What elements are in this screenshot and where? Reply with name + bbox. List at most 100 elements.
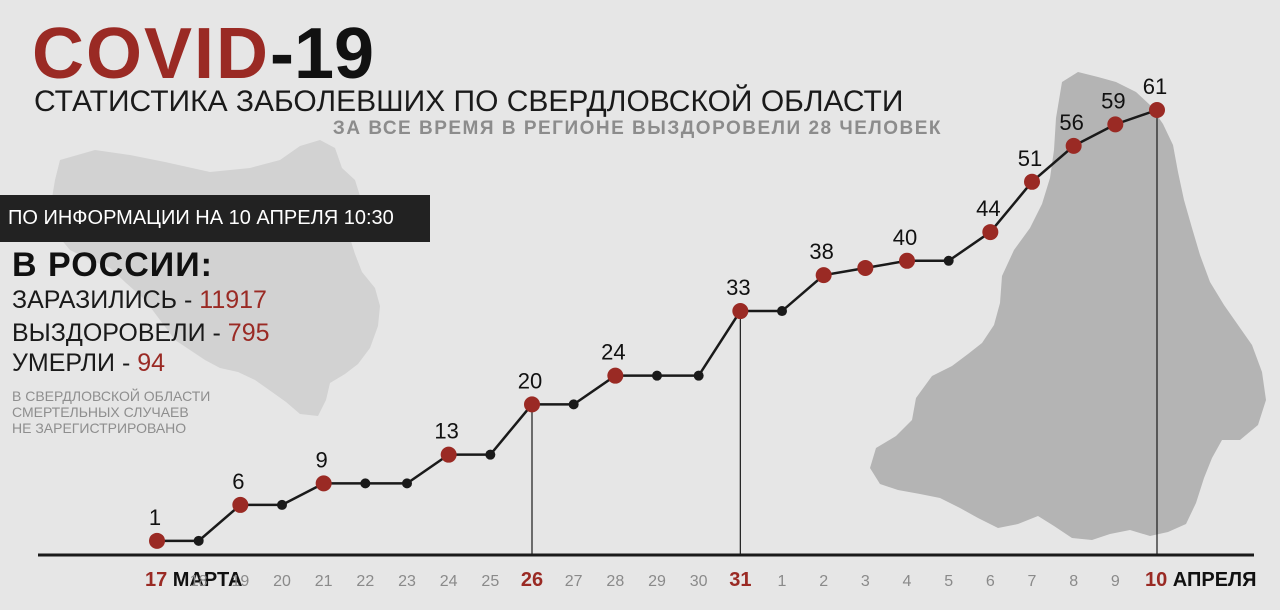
x-tick-day-9: 9 — [1111, 573, 1120, 590]
data-label-24: 61 — [1143, 74, 1167, 99]
x-tick-2: 2 — [819, 573, 828, 590]
note-line-1: В СВЕРДЛОВСКОЙ ОБЛАСТИ — [12, 388, 211, 404]
x-tick-day-22: 22 — [356, 573, 374, 590]
stat-recovered: ВЫЗДОРОВЕЛИ - 795 — [12, 319, 270, 348]
x-tick-4: 4 — [903, 573, 912, 590]
x-tick-day-10: 10 — [1145, 569, 1167, 591]
x-tick-9: 9 — [1111, 573, 1120, 590]
x-tick-day-19: 19 — [231, 573, 249, 590]
x-tick-6: 6 — [986, 573, 995, 590]
data-point-8 — [485, 449, 496, 460]
data-point-6 — [402, 478, 412, 489]
data-point-7 — [440, 446, 457, 463]
x-tick-29: 29 — [648, 573, 666, 590]
x-tick-1: 1 — [778, 573, 787, 590]
sverdlovsk-map-shape — [870, 72, 1266, 540]
stat-died: УМЕРЛИ - 94 — [12, 349, 165, 378]
title-covid: COVID — [32, 14, 271, 94]
x-tick-day-25: 25 — [481, 573, 499, 590]
x-tick-5: 5 — [944, 573, 953, 590]
x-tick-day-4: 4 — [903, 573, 912, 590]
data-point-15 — [777, 306, 787, 317]
x-tick-day-5: 5 — [944, 573, 953, 590]
data-point-16 — [815, 267, 832, 284]
stat-recovered-value: 795 — [227, 319, 270, 347]
x-tick-day-31: 31 — [729, 569, 751, 591]
x-tick-24: 24 — [440, 573, 458, 590]
x-tick-21: 21 — [315, 573, 333, 590]
data-point-5 — [360, 478, 371, 489]
info-date-banner: ПО ИНФОРМАЦИИ НА 10 АПРЕЛЯ 10:30 — [0, 195, 430, 242]
stat-died-label: УМЕРЛИ - — [12, 349, 138, 377]
x-tick-day-17: 17 — [145, 569, 167, 591]
x-tick-day-6: 6 — [986, 573, 995, 590]
stat-died-value: 94 — [137, 349, 166, 377]
x-tick-day-26: 26 — [521, 569, 543, 591]
data-point-21 — [1024, 173, 1040, 190]
x-tick-day-23: 23 — [398, 573, 416, 590]
x-tick-day-28: 28 — [606, 573, 624, 590]
x-tick-day-20: 20 — [273, 573, 291, 590]
data-points — [149, 102, 1165, 549]
x-tick-22: 22 — [356, 573, 374, 590]
data-point-3 — [277, 499, 287, 510]
recovered-subtitle: ЗА ВСЕ ВРЕМЯ В РЕГИОНЕ ВЫЗДОРОВЕЛИ 28 ЧЕ… — [332, 118, 942, 139]
stat-infected-value: 11917 — [199, 286, 267, 314]
note-line-3: НЕ ЗАРЕГИСТРИРОВАНО — [12, 420, 187, 436]
data-point-18 — [899, 252, 915, 269]
x-tick-27: 27 — [565, 573, 583, 590]
data-point-1 — [193, 535, 204, 546]
x-tick-30: 30 — [690, 573, 708, 590]
x-tick-day-24: 24 — [440, 573, 458, 590]
data-label-0: 1 — [149, 505, 161, 530]
data-labels: 1 6 9 13 20 24 33 38 40 44 51 56 59 61 — [149, 74, 1167, 530]
data-point-14 — [732, 303, 749, 320]
x-tick-17: 17 МАРТА — [145, 569, 242, 591]
data-point-10 — [568, 399, 579, 410]
x-tick-10: 10 АПРЕЛЯ — [1145, 569, 1256, 591]
data-label-18: 40 — [893, 225, 917, 250]
data-label-11: 24 — [601, 340, 625, 365]
title-number: -19 — [270, 14, 375, 94]
x-tick-25: 25 — [481, 573, 499, 590]
data-point-19 — [943, 255, 954, 266]
x-tick-day-21: 21 — [315, 573, 333, 590]
data-point-17 — [857, 259, 874, 276]
data-point-24 — [1149, 102, 1165, 118]
x-tick-day-2: 2 — [819, 573, 828, 590]
data-point-12 — [652, 370, 662, 381]
data-label-23: 59 — [1101, 88, 1125, 113]
x-tick-day-29: 29 — [648, 573, 666, 590]
data-point-22 — [1065, 137, 1082, 154]
data-point-23 — [1107, 116, 1124, 133]
data-point-20 — [982, 224, 999, 241]
x-tick-3: 3 — [861, 573, 870, 590]
data-label-22: 56 — [1059, 110, 1083, 135]
data-label-2: 6 — [232, 469, 244, 494]
data-label-7: 13 — [434, 419, 458, 444]
x-tick-31: 31 — [729, 569, 751, 591]
x-tick-18: 18 — [190, 573, 208, 590]
stat-recovered-label: ВЫЗДОРОВЕЛИ - — [12, 319, 228, 347]
x-tick-month-17: МАРТА — [167, 569, 242, 591]
x-tick-7: 7 — [1028, 573, 1037, 590]
x-tick-day-7: 7 — [1028, 573, 1037, 590]
x-tick-day-18: 18 — [190, 573, 208, 590]
x-tick-8: 8 — [1069, 573, 1078, 590]
x-tick-day-1: 1 — [778, 573, 787, 590]
data-point-9 — [524, 396, 540, 413]
x-tick-month-10: АПРЕЛЯ — [1167, 569, 1256, 591]
data-label-20: 44 — [976, 196, 1000, 221]
x-tick-26: 26 — [521, 569, 543, 591]
x-tick-23: 23 — [398, 573, 416, 590]
x-tick-28: 28 — [606, 573, 624, 590]
x-tick-20: 20 — [273, 573, 291, 590]
x-tick-day-3: 3 — [861, 573, 870, 590]
sverdlovsk-deaths-note: В СВЕРДЛОВСКОЙ ОБЛАСТИ СМЕРТЕЛЬНЫХ СЛУЧА… — [12, 388, 210, 436]
data-label-21: 51 — [1018, 146, 1042, 171]
x-tick-19: 19 — [231, 573, 249, 590]
data-point-13 — [693, 370, 704, 381]
russia-heading: В РОССИИ: — [12, 246, 213, 284]
page-title: COVID-19 — [32, 18, 374, 90]
